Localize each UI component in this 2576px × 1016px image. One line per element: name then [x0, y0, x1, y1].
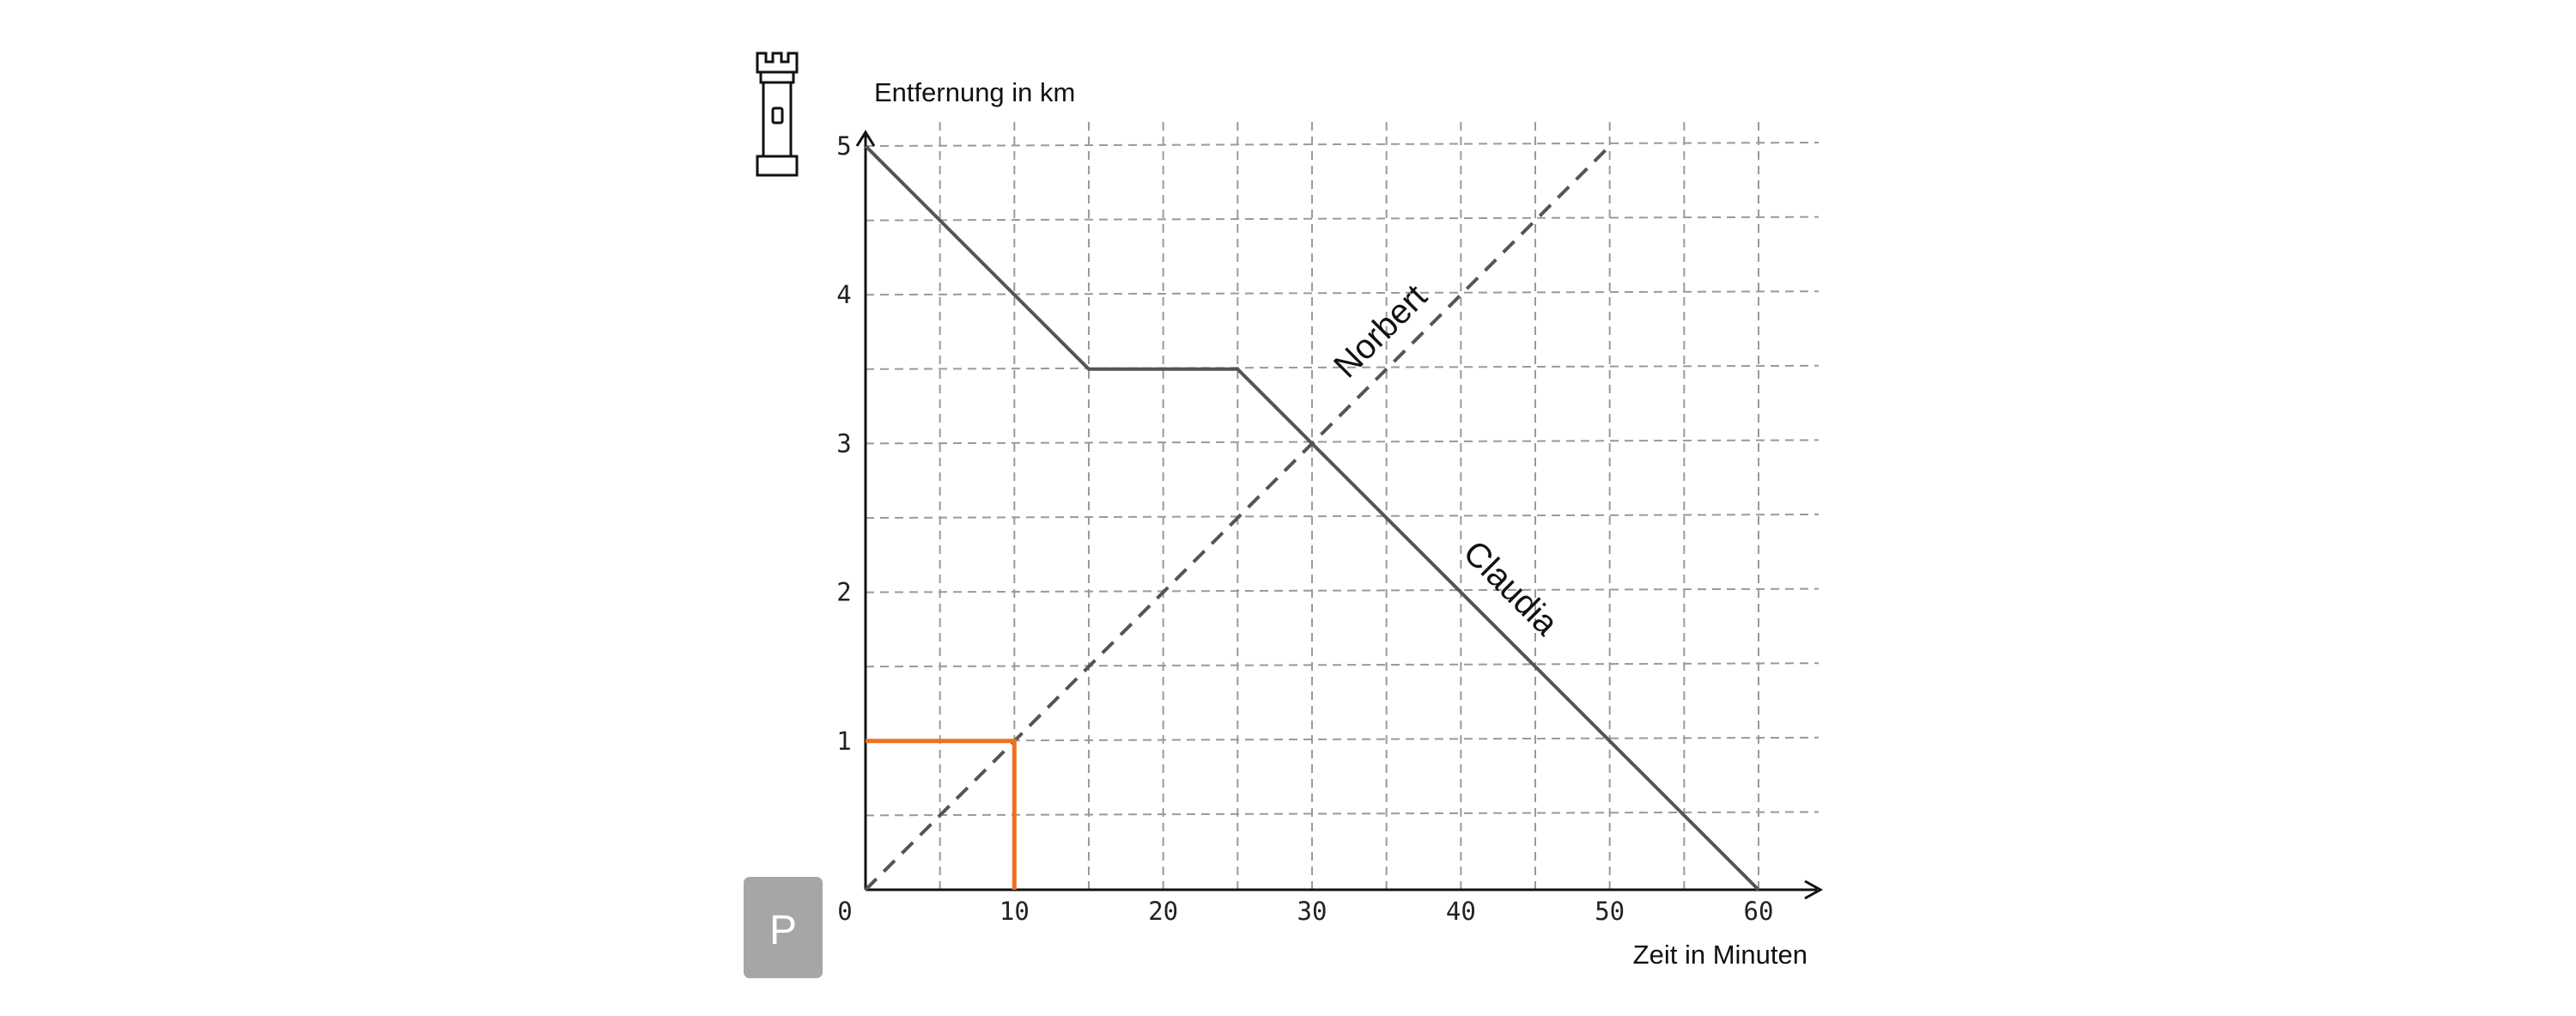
labels: 0 10 20 30 40 50 6012345NorbertClaudiaEntfernu… [836, 77, 1807, 970]
x-tick-label: 10 [999, 897, 1030, 926]
grid-line-horizontal [865, 216, 1820, 222]
parking-sign-label: P [769, 908, 797, 953]
y-tick-label: 4 [836, 280, 851, 309]
series-line-claudia [864, 144, 1760, 891]
x-axis-title: Zeit in Minuten [1633, 940, 1807, 970]
y-tick-label: 5 [836, 131, 851, 161]
parking-sign: P [744, 877, 823, 978]
x-tick-label: 20 [1148, 897, 1178, 926]
grid-line-horizontal [865, 364, 1820, 370]
grid-line-horizontal [865, 439, 1820, 445]
x-tick-label: 60 [1744, 897, 1774, 926]
grid-line-horizontal [865, 736, 1820, 742]
grid-line-horizontal [865, 290, 1820, 296]
grid [865, 122, 1820, 890]
grid-line-horizontal [865, 142, 1820, 147]
series-label-claudia: Claudia [1456, 533, 1566, 643]
highlight-reading-lines [866, 739, 1017, 890]
x-tick-label: 0 [837, 897, 852, 926]
y-tick-label: 3 [836, 429, 851, 458]
series-line-norbert [864, 144, 1612, 891]
y-axis-arrow [855, 130, 876, 147]
x-tick-label: 30 [1297, 897, 1327, 926]
grid-line-horizontal [865, 662, 1820, 668]
grid-line-horizontal [865, 587, 1820, 593]
grid-line-horizontal [865, 811, 1820, 817]
y-tick-label: 1 [836, 727, 851, 756]
axes [855, 130, 1824, 900]
grid-line-horizontal [865, 514, 1820, 519]
series-lines [864, 144, 1760, 891]
x-tick-label: 40 [1446, 897, 1476, 926]
x-tick-label: 50 [1595, 897, 1625, 926]
y-tick-label: 2 [836, 578, 851, 607]
y-axis-title: Entfernung in km [874, 77, 1075, 107]
x-axis-arrow [1804, 879, 1824, 900]
tower-icon [756, 52, 799, 177]
